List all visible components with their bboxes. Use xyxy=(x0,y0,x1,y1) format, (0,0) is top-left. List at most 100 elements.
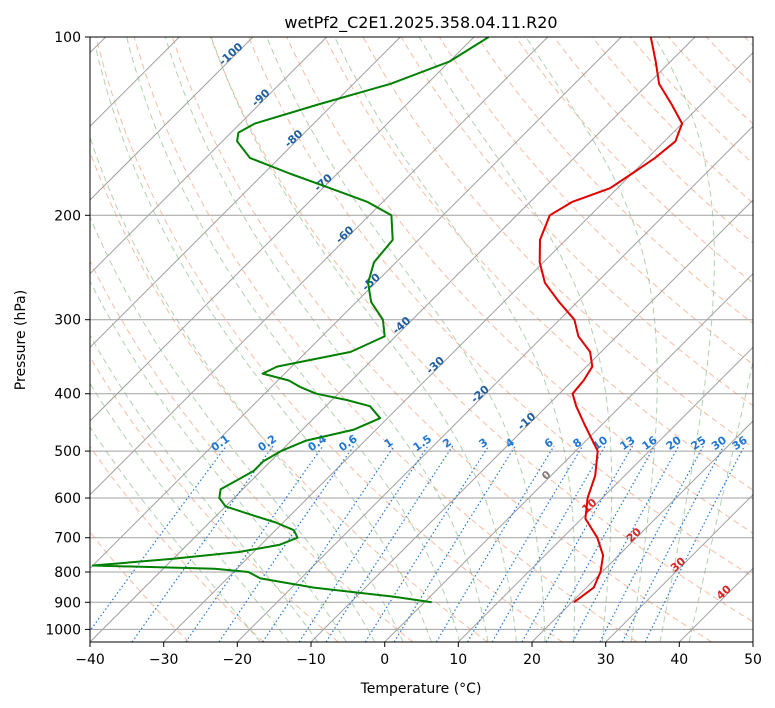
isotherm-line xyxy=(384,272,753,642)
temperature-profile-line xyxy=(538,37,684,604)
isotherm-line xyxy=(457,346,753,642)
isotherm-label: 10 xyxy=(579,496,599,516)
y-tick-label: 600 xyxy=(54,491,81,507)
mixing-ratio-line xyxy=(572,445,680,642)
moist-adiabat-line xyxy=(90,426,261,642)
dry-adiabat-line xyxy=(171,37,712,642)
y-tick-label: 1000 xyxy=(45,622,81,638)
chart-title: wetPf2_C2E1.2025.358.04.11.R20 xyxy=(284,13,557,33)
mixing-ratio-label: 16 xyxy=(640,433,660,453)
mixing-ratio-line xyxy=(90,445,227,632)
y-tick-label: 400 xyxy=(54,387,81,403)
moist-adiabat-line xyxy=(164,37,489,642)
moist-adiabat-line xyxy=(525,37,658,642)
isotherm-line xyxy=(163,51,753,642)
isotherm-label: -40 xyxy=(390,314,414,337)
moist-adiabat-line xyxy=(126,37,461,642)
dry-adiabat-line xyxy=(706,37,753,86)
isotherm-label: -30 xyxy=(424,354,448,377)
x-tick-label: 10 xyxy=(449,652,467,668)
dry-adiabat-line xyxy=(133,37,638,642)
mixing-ratio-line xyxy=(545,445,656,642)
moist-adiabat-line xyxy=(266,37,546,642)
y-axis-label: Pressure (hPa) xyxy=(13,290,29,390)
mixing-ratio-line xyxy=(298,445,429,642)
moist-adiabat-line xyxy=(688,358,753,642)
isotherm-line xyxy=(605,493,753,642)
isotherm-label: -100 xyxy=(216,40,245,68)
dry-adiabat-line xyxy=(90,356,339,642)
dry-adiabat-line xyxy=(591,37,753,204)
mixing-ratio-label: 13 xyxy=(617,434,637,453)
isotherm-line xyxy=(678,567,753,642)
mixing-ratio-label: 25 xyxy=(688,434,708,453)
moist-adiabat-line xyxy=(90,135,404,642)
pressure-gridlines xyxy=(90,37,753,630)
isotherm-line xyxy=(90,37,622,570)
isotherm-line xyxy=(90,37,696,642)
mixing-ratio-label: 1 xyxy=(382,436,396,451)
dry-adiabats xyxy=(90,37,753,642)
mixing-ratio-line xyxy=(599,445,704,642)
dry-adiabat-line xyxy=(668,37,753,125)
isotherm-label: -20 xyxy=(468,383,492,406)
x-tick-label: 40 xyxy=(670,652,688,668)
mixing-ratio-line xyxy=(521,445,634,642)
dry-adiabat-line xyxy=(210,37,753,623)
isotherm-line xyxy=(236,125,753,642)
mixing-ratio-line xyxy=(325,445,454,642)
dry-adiabat-line xyxy=(95,37,563,642)
moist-adiabat-line xyxy=(90,215,376,642)
isotherm-line xyxy=(90,37,475,422)
dry-adiabat-line xyxy=(744,37,753,47)
isotherm-line xyxy=(90,37,549,496)
mixing-ratio-label: 2 xyxy=(440,436,454,451)
y-tick-label: 300 xyxy=(54,313,81,329)
mixing-ratio-lines xyxy=(90,445,746,642)
mixing-ratio-line xyxy=(185,445,324,642)
mixing-ratio-line xyxy=(644,445,746,642)
moist-adiabat-line xyxy=(654,37,715,642)
isotherms xyxy=(90,37,753,642)
x-tick-label: 0 xyxy=(380,652,389,668)
mixing-ratio-label: 30 xyxy=(709,433,729,453)
plot-area: -100-90-80-70-60-50-40-30-20-10010203040… xyxy=(90,37,753,642)
y-tick-label: 500 xyxy=(54,444,81,460)
moist-adiabat-line xyxy=(95,49,432,642)
dry-adiabat-line xyxy=(248,37,753,578)
moist-adiabat-line xyxy=(418,37,613,642)
mixing-ratio-line xyxy=(466,445,584,642)
x-tick-label: 30 xyxy=(597,652,615,668)
x-axis-label: Temperature (°C) xyxy=(360,681,482,697)
y-tick-label: 900 xyxy=(54,595,81,611)
isotherm-label: -60 xyxy=(333,223,357,246)
x-tick-label: −40 xyxy=(75,652,105,668)
isotherm-line xyxy=(531,420,753,642)
mixing-ratio-line xyxy=(131,445,274,642)
dewpoint-profile-line xyxy=(91,37,490,604)
mixing-ratio-label: 3 xyxy=(477,436,491,451)
isotherm-line xyxy=(310,199,753,642)
mixing-ratio-line xyxy=(621,445,725,642)
x-axis-ticks: −40 −30 −20 −10 0 10 20 30 40 50 xyxy=(75,642,762,668)
plot-frame xyxy=(89,36,754,643)
dry-adiabat-line xyxy=(90,259,414,642)
mixing-ratio-label: 6 xyxy=(542,436,556,451)
dry-adiabat-line xyxy=(477,37,753,325)
dry-adiabat-line xyxy=(90,445,264,642)
mixing-ratio-line xyxy=(218,445,355,642)
mixing-ratio-line xyxy=(435,445,555,642)
isotherm-label: -90 xyxy=(249,86,273,109)
x-tick-label: 20 xyxy=(523,652,541,668)
y-tick-label: 200 xyxy=(54,208,81,224)
y-tick-label: 100 xyxy=(54,30,81,46)
mixing-ratio-line xyxy=(364,445,490,642)
mixing-ratio-line xyxy=(393,445,516,642)
isotherm-line xyxy=(90,37,328,275)
isotherm-line xyxy=(90,37,401,349)
dry-adiabat-line xyxy=(286,37,753,534)
isotherm-line xyxy=(752,641,753,642)
dry-adiabat-line xyxy=(90,150,488,642)
y-tick-label: 800 xyxy=(54,565,81,581)
